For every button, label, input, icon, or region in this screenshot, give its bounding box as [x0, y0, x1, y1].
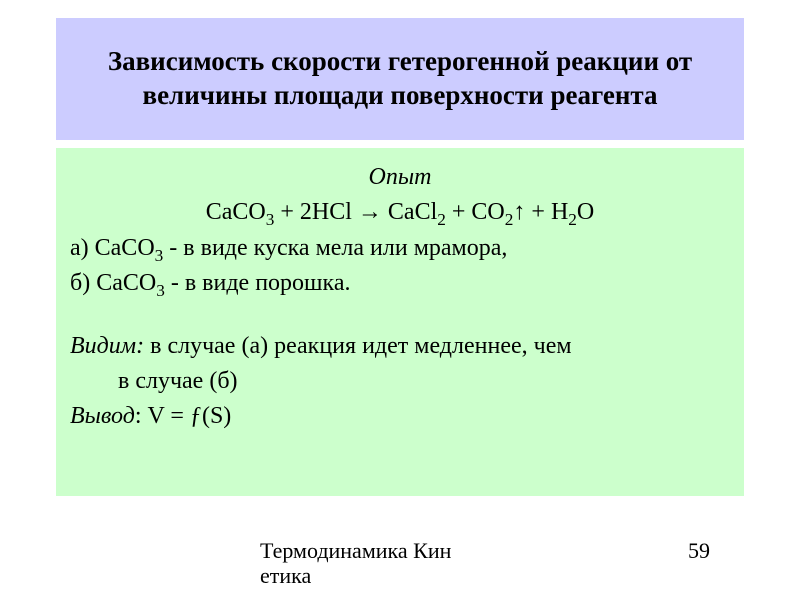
eq-sub: 2	[437, 210, 446, 229]
case-b: б) CaCO3 - в виде порошка.	[70, 267, 730, 299]
conclusion-rest: : V = ƒ(S)	[135, 403, 231, 429]
observation-line2: в случае (б)	[70, 365, 730, 397]
observation-line1: Видим: в случае (а) реакция идет медленн…	[70, 330, 730, 362]
eq-part: O	[577, 199, 594, 225]
eq-part: CaCl	[382, 199, 437, 225]
footer-line1: Термодинамика Кин	[260, 538, 451, 563]
title-box: Зависимость скорости гетерогенной реакци…	[56, 18, 744, 140]
page-number: 59	[650, 538, 710, 564]
case-b-post: - в виде порошка.	[165, 270, 351, 296]
reaction-equation: CaCO3 + 2HCl → CaCl2 + CO2↑ + H2O	[70, 196, 730, 228]
eq-part: + H	[525, 199, 568, 225]
content-box: Опыт CaCO3 + 2HCl → CaCl2 + CO2↑ + H2O а…	[56, 148, 744, 496]
slide-title: Зависимость скорости гетерогенной реакци…	[76, 45, 724, 113]
conclusion-label: Вывод	[70, 403, 135, 429]
see-rest-1: в случае (а) реакция идет медленнее, чем	[144, 333, 571, 359]
case-a-post: - в виде куска мела или мрамора,	[163, 235, 507, 261]
eq-part: CaCO	[206, 199, 266, 225]
arrow-icon: →	[358, 199, 382, 225]
experiment-label: Опыт	[70, 161, 730, 193]
see-label: Видим:	[70, 333, 144, 359]
case-b-pre: б) CaCO	[70, 270, 156, 296]
footer-line2: етика	[260, 563, 311, 588]
eq-sub: 2	[568, 210, 577, 229]
spacer	[70, 303, 730, 327]
slide: Зависимость скорости гетерогенной реакци…	[0, 0, 800, 600]
up-arrow-icon: ↑	[513, 199, 525, 225]
case-a: а) CaCO3 - в виде куска мела или мрамора…	[70, 232, 730, 264]
case-b-sub: 3	[156, 281, 165, 300]
see-rest-2: в случае (б)	[118, 368, 238, 394]
experiment-label-text: Опыт	[369, 164, 432, 190]
case-a-sub: 3	[155, 246, 164, 265]
eq-part: + 2HCl	[274, 199, 358, 225]
case-a-pre: а) CaCO	[70, 235, 155, 261]
eq-part: + CO	[446, 199, 505, 225]
footer-text: Термодинамика Кин етика	[260, 538, 540, 589]
conclusion: Вывод: V = ƒ(S)	[70, 400, 730, 432]
